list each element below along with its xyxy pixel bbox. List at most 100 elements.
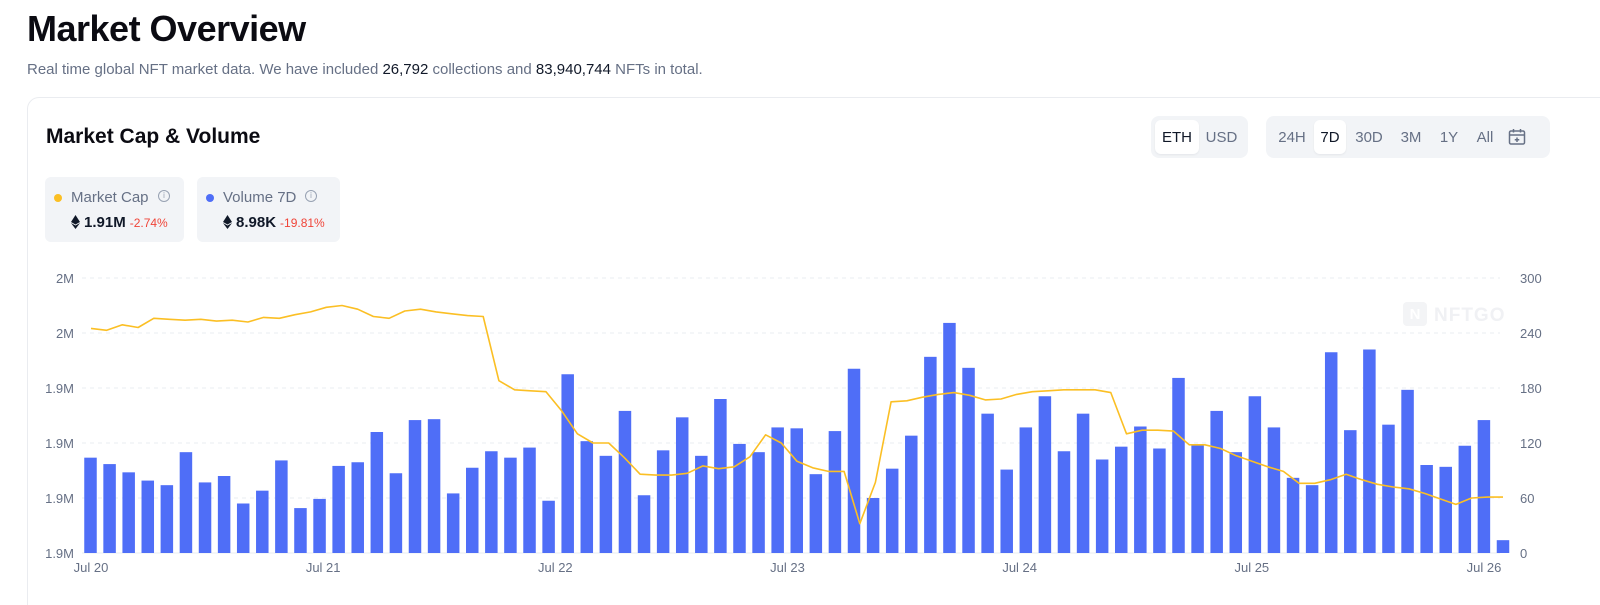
volume-bar[interactable] [1420,465,1433,553]
volume-bar[interactable] [866,498,880,553]
volume-legend-dot [206,194,214,202]
info-icon[interactable]: i [305,190,317,202]
volume-bar[interactable] [275,460,288,553]
volume-bar[interactable] [236,503,250,554]
volume-bar[interactable] [542,500,555,553]
volume-bar[interactable] [1305,485,1319,553]
volume-bar[interactable] [351,462,364,553]
range-option-24h[interactable]: 24H [1278,128,1306,146]
range-option-7d[interactable]: 7D [1314,120,1346,154]
volume-bar[interactable] [1191,444,1204,553]
volume-bar[interactable] [217,476,231,553]
volume-bar[interactable] [1076,413,1090,553]
volume-bar[interactable] [389,473,403,553]
volume-bar[interactable] [1038,396,1052,553]
range-option-1y[interactable]: 1Y [1439,128,1459,146]
volume-bar[interactable] [103,464,116,553]
volume-bar[interactable] [1248,396,1262,553]
x-tick-label: Jul 20 [74,560,109,575]
volume-bar[interactable] [446,493,460,553]
volume-bar[interactable] [675,417,689,553]
volume-bar[interactable] [580,441,594,553]
range-toggle: 24H 7D 30D 3M 1Y All [1266,116,1550,158]
volume-bar[interactable] [924,356,937,553]
volume-bar[interactable] [1324,352,1338,553]
volume-bar[interactable] [427,419,441,553]
currency-toggle: ETH USD [1151,116,1248,158]
range-option-3m[interactable]: 3M [1400,128,1422,146]
volume-bar[interactable] [1382,424,1395,553]
y-left-tick-label: 1.9M [45,546,74,561]
volume-bar[interactable] [84,457,97,553]
volume-bar[interactable] [122,472,135,553]
volume-bar[interactable] [1000,469,1013,553]
volume-bar[interactable] [141,480,155,553]
volume-bar[interactable] [1172,377,1185,553]
volume-bar[interactable] [561,374,574,553]
volume-bar[interactable] [1439,466,1452,553]
subtitle-text: collections and [428,61,536,78]
nfts-count: 83,940,744 [535,61,611,78]
volume-bar[interactable] [1401,389,1414,553]
volume-bar[interactable] [656,450,670,553]
volume-bar[interactable] [1229,452,1243,553]
volume-bar[interactable] [1458,445,1472,553]
volume-bar[interactable] [1210,410,1223,553]
volume-bar[interactable] [1114,446,1128,553]
volume-bar[interactable] [847,368,861,553]
volume-bar[interactable] [695,455,708,553]
volume-bar[interactable] [1153,448,1166,554]
market-cap-label: Market Cap [71,189,149,206]
volume-bar[interactable] [771,427,784,553]
volume-bar[interactable] [1477,420,1491,553]
volume-bar[interactable] [1134,426,1147,554]
volume-bar[interactable] [1344,430,1357,553]
volume-bar[interactable] [466,467,479,553]
volume-bar[interactable] [618,410,632,553]
volume-bar[interactable] [485,451,498,553]
volume-bar[interactable] [1019,427,1033,553]
y-right-tick-label: 180 [1520,381,1542,396]
volume-bar[interactable] [828,431,842,553]
volume-bar[interactable] [370,432,384,553]
volume-bar[interactable] [752,452,765,553]
volume-bar[interactable] [1057,451,1071,553]
volume-bar[interactable] [408,420,422,553]
volume-bar[interactable] [523,447,536,553]
range-option-all[interactable]: All [1476,128,1494,146]
currency-option-usd[interactable]: USD [1205,128,1238,146]
volume-bar[interactable] [256,490,269,553]
volume-bar[interactable] [1267,427,1281,553]
volume-bar[interactable] [599,455,613,553]
volume-bar[interactable] [637,495,651,553]
volume-bar[interactable] [504,457,517,553]
volume-bar[interactable] [1363,349,1376,554]
calendar-icon[interactable] [1502,120,1532,154]
volume-bar[interactable] [733,443,746,553]
volume-bar[interactable] [1286,477,1300,553]
x-tick-label: Jul 23 [770,560,805,575]
volume-bar[interactable] [179,452,193,553]
range-option-30d[interactable]: 30D [1355,128,1383,146]
volume-bar[interactable] [809,474,823,553]
volume-bar[interactable] [198,482,212,553]
y-left-tick-label: 2M [56,271,74,286]
volume-bar[interactable] [981,413,994,553]
info-icon[interactable]: i [158,190,170,202]
volume-bar[interactable] [160,485,174,553]
market-cap-line[interactable] [90,304,1503,525]
volume-bar[interactable] [885,468,899,553]
volume-bar[interactable] [943,322,956,553]
x-tick-label: Jul 24 [1002,560,1037,575]
volume-bar[interactable] [905,435,918,553]
volume-bar[interactable] [714,399,727,553]
volume-bar[interactable] [962,367,975,553]
currency-option-eth[interactable]: ETH [1155,120,1199,154]
ethereum-icon [71,215,80,229]
volume-bar[interactable] [1496,540,1510,553]
volume-bar[interactable] [313,498,326,553]
volume-bar[interactable] [332,465,345,553]
volume-bar[interactable] [790,428,804,553]
volume-bar[interactable] [294,508,307,553]
volume-bar[interactable] [1095,459,1109,554]
